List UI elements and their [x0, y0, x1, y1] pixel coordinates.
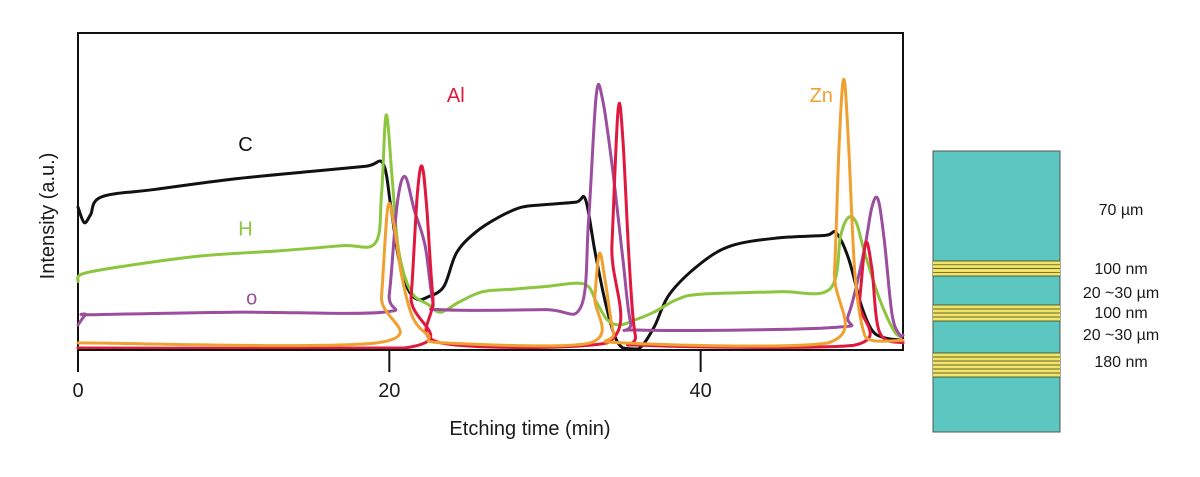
series-line-o — [76, 82, 905, 339]
layer-label-180nm: 180 nm — [1094, 354, 1148, 371]
film-band-100nm-middle — [933, 304, 1060, 322]
series-layer — [76, 77, 905, 351]
layer-label-spacer-top: 20 ~30 µm — [1082, 285, 1160, 302]
x-axis-label: Etching time (min) — [449, 418, 610, 440]
layer-label-100nm-top: 100 nm — [1094, 261, 1148, 278]
series-label-h: H — [238, 218, 252, 240]
series-labels: C Ho Al Zn — [238, 85, 833, 309]
y-axis-label: Intensity (a.u.) — [37, 153, 59, 280]
x-tick-label-40: 40 — [690, 380, 712, 402]
series-line-zn — [76, 77, 905, 348]
series-label-c: C — [238, 134, 252, 156]
series-line-h — [76, 113, 905, 338]
x-tick-label-20: 20 — [378, 380, 400, 402]
layer-label-spacer-bottom: 20 ~30 µm — [1082, 327, 1160, 344]
x-ticks: 0 20 40 — [72, 350, 712, 402]
film-band-180nm — [933, 352, 1060, 378]
layer-label-100nm-middle: 100 nm — [1094, 305, 1148, 322]
x-tick-label-0: 0 — [72, 380, 83, 402]
substrate-block — [932, 150, 1061, 433]
series-line-c — [76, 159, 905, 351]
layer-label-70um: 70 µm — [1098, 202, 1144, 219]
series-label-o: o — [246, 288, 257, 310]
series-label-zn: Zn — [810, 85, 833, 107]
series-label-al: Al — [447, 85, 465, 107]
film-band-100nm-top — [933, 260, 1060, 277]
plot-frame — [77, 32, 904, 351]
layer-stack-diagram — [932, 150, 1061, 433]
